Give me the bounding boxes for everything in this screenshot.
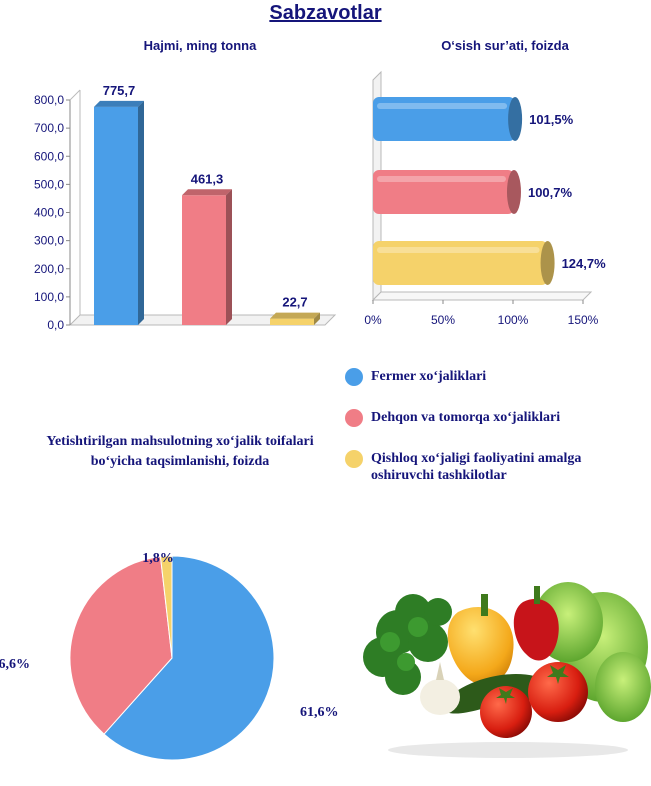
y-tick-label: 600,0 xyxy=(34,149,64,163)
pie-slice xyxy=(103,555,275,761)
legend-item-dehqon: Dehqon va tomorqa xo‘jaliklari xyxy=(345,409,645,427)
bar-chart-title: Hajmi, ming tonna xyxy=(143,38,257,53)
y-tick-label: 100,0 xyxy=(34,290,64,304)
legend-label-dehqon: Dehqon va tomorqa xo‘jaliklari xyxy=(371,410,561,425)
vegetables-image xyxy=(363,582,651,758)
hbar-end xyxy=(508,97,523,141)
pie-value-label: 36,6% xyxy=(0,657,30,672)
legend-dot-org xyxy=(345,450,363,468)
y-tick-label: 0,0 xyxy=(47,318,64,332)
growth-bar-chart: 0% 50% 100% 150% 101,5% 100,7% 124,7% xyxy=(364,70,607,327)
bar-top xyxy=(270,312,320,319)
volume-bar-chart: 0,0 100,0 200,0 300,0 400,0 500,0 600,0 700,0 80… xyxy=(34,83,337,332)
hbar xyxy=(373,170,514,214)
hbar-shine xyxy=(377,103,508,109)
x-tick-label: 50% xyxy=(431,313,455,327)
x-tick-label: 150% xyxy=(568,313,599,327)
hbar-value-label: 124,7% xyxy=(562,256,607,271)
hbar-chart-title: O‘sish sur’ati, foizda xyxy=(441,38,569,53)
bar xyxy=(94,106,138,325)
bar-value-label: 775,7 xyxy=(103,83,136,98)
y-tick-label: 800,0 xyxy=(34,93,64,107)
hbar-end xyxy=(506,170,521,214)
legend-dot-farmer xyxy=(345,368,363,386)
x-tick-label: 0% xyxy=(364,313,382,327)
bar xyxy=(182,195,226,325)
pie-slice xyxy=(159,555,173,659)
hbar xyxy=(373,241,548,285)
bar-side xyxy=(226,189,232,325)
page-title: Sabzavotlar xyxy=(269,2,382,24)
pie-value-label: 61,6% xyxy=(300,705,339,720)
y-tick-label: 300,0 xyxy=(34,234,64,248)
bar-value-label: 461,3 xyxy=(191,171,224,186)
bar-top xyxy=(94,100,144,107)
bar-value-label: 22,7 xyxy=(282,295,307,310)
pie-slice xyxy=(69,556,173,735)
legend-item-farmer: Fermer xo‘jaliklari xyxy=(345,368,645,386)
bar-side xyxy=(138,100,144,325)
hbar-value-label: 100,7% xyxy=(528,185,573,200)
legend-label-org: Qishloq xo‘jaligi faoliyatini amalga osh… xyxy=(371,451,582,483)
y-tick-label: 200,0 xyxy=(34,262,64,276)
distribution-pie-chart: 61,6% 36,6% 1,8% xyxy=(0,551,339,761)
bar xyxy=(270,318,314,325)
x-tick-label: 100% xyxy=(498,313,529,327)
legend-label-farmer: Fermer xo‘jaliklari xyxy=(371,369,487,384)
hbar-floor xyxy=(371,291,593,301)
bar-side xyxy=(314,312,320,325)
pie-value-label: 1,8% xyxy=(142,551,174,566)
hbar-end xyxy=(540,241,555,285)
hbar-shine xyxy=(377,176,506,182)
legend-item-org: Qishloq xo‘jaligi faoliyatini amalga osh… xyxy=(345,450,591,484)
pie-chart-title: Yetishtirilgan mahsulotning xo‘jalik toi… xyxy=(46,434,314,469)
y-tick-label: 500,0 xyxy=(34,177,64,191)
bar-top xyxy=(182,189,232,196)
hbar-shine xyxy=(377,247,540,253)
hbar-value-label: 101,5% xyxy=(529,112,574,127)
legend-dot-dehqon xyxy=(345,409,363,427)
legend: Fermer xo‘jaliklari Dehqon va tomorqa xo… xyxy=(345,368,645,498)
y-axis-depth xyxy=(69,89,81,101)
y-tick-label: 700,0 xyxy=(34,121,64,135)
y-tick-label: 400,0 xyxy=(34,206,64,220)
hbar xyxy=(373,97,516,141)
